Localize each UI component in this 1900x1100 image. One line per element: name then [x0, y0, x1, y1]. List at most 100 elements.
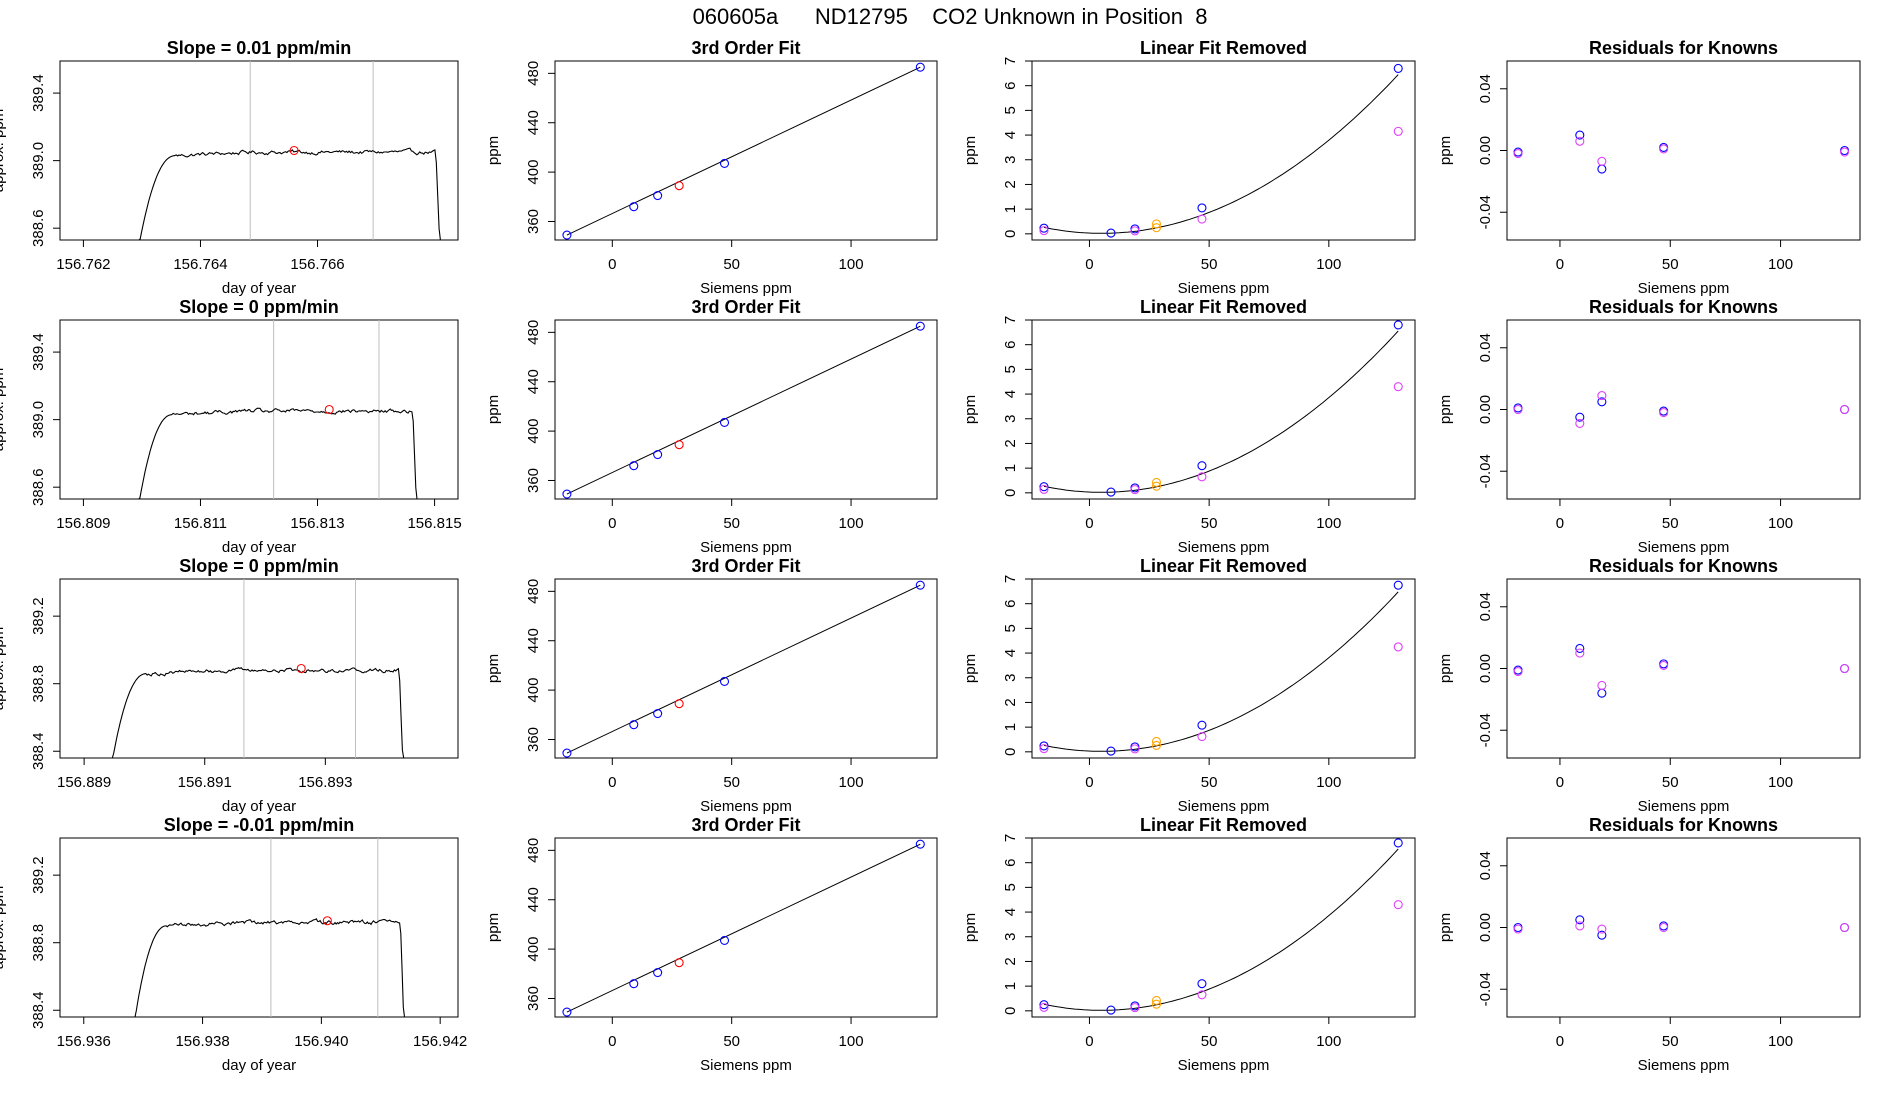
panel-title: 3rd Order Fit: [691, 38, 800, 58]
x-tick-label: 0: [1556, 515, 1564, 532]
panel-title: Slope = -0.01 ppm/min: [164, 815, 355, 835]
y-tick-label: 480: [525, 320, 542, 345]
data-point: [1197, 731, 1207, 742]
data-point: [1151, 477, 1162, 488]
data-point: [1840, 922, 1850, 933]
data-point: [1039, 226, 1049, 236]
panel-title: Slope = 0 ppm/min: [179, 556, 339, 576]
data-point: [1197, 203, 1207, 213]
data-point: [1151, 219, 1162, 229]
y-tick-label: 1: [1002, 205, 1019, 213]
data-point: [1659, 922, 1669, 933]
quadratic-fit-curve: [1043, 330, 1399, 493]
x-axis-label: day of year: [222, 798, 296, 815]
panel-r1c3: Residuals for Knowns Siemens ppm ppm 0 50 100…: [1437, 297, 1861, 556]
plot-frame: [1031, 837, 1416, 1018]
y-tick-label: 3: [1002, 415, 1019, 423]
panel-title: 3rd Order Fit: [691, 556, 800, 576]
plot-frame: [1031, 319, 1416, 500]
panel-title: Residuals for Knowns: [1589, 815, 1778, 835]
x-tick-label: 156.809: [56, 515, 110, 532]
data-point: [1597, 688, 1607, 698]
data-point: [1840, 147, 1850, 157]
y-axis-label: ppm: [1437, 136, 1454, 165]
y-tick-label: 388.6: [30, 468, 47, 506]
y-tick-label: -0.04: [1477, 454, 1494, 488]
panel-r3c0: Slope = -0.01 ppm/min day of year approx. …: [0, 815, 467, 1074]
data-point: [1393, 63, 1403, 73]
data-point: [1039, 744, 1049, 754]
data-point: [1597, 930, 1607, 940]
y-tick-label: 3: [1002, 674, 1019, 682]
y-tick-label: 389.4: [30, 74, 47, 112]
y-tick-label: 388.8: [30, 924, 47, 962]
approx-ppm-trace: [131, 918, 406, 1018]
x-tick-label: 50: [723, 515, 740, 532]
data-point: [1151, 999, 1162, 1009]
y-tick-label: 0.00: [1477, 913, 1494, 942]
data-point: [1393, 642, 1403, 652]
x-axis-label: Siemens ppm: [700, 539, 792, 556]
x-axis-label: Siemens ppm: [1638, 798, 1730, 815]
x-tick-label: 100: [839, 515, 864, 532]
data-point: [562, 230, 572, 240]
y-tick-label: 0.04: [1477, 851, 1494, 880]
data-point: [1039, 1000, 1049, 1010]
plot-frame: [554, 578, 938, 759]
data-point: [1197, 979, 1207, 989]
panel-r2c1: 3rd Order Fit Siemens ppm ppm 0 50 100 360 400 4…: [485, 556, 938, 815]
y-axis-label: approx. ppm: [0, 627, 7, 710]
y-tick-label: 360: [525, 468, 542, 493]
data-point: [1513, 924, 1523, 934]
y-tick-label: 0: [1002, 748, 1019, 756]
y-tick-label: 0: [1002, 1007, 1019, 1015]
y-tick-label: 389.2: [30, 597, 47, 635]
panel-title: Slope = 0 ppm/min: [179, 297, 339, 317]
data-point: [1513, 404, 1523, 415]
panel-title: Linear Fit Removed: [1140, 556, 1307, 576]
x-tick-label: 50: [1662, 515, 1679, 532]
data-point: [1106, 1005, 1116, 1015]
y-tick-label: 4: [1002, 390, 1019, 398]
y-tick-label: 6: [1002, 82, 1019, 90]
x-axis-label: Siemens ppm: [700, 1057, 792, 1074]
y-tick-label: 4: [1002, 131, 1019, 139]
y-tick-label: 388.4: [30, 732, 47, 770]
x-axis-label: Siemens ppm: [700, 798, 792, 815]
x-axis-label: Siemens ppm: [1638, 539, 1730, 556]
plot-frame: [1031, 578, 1416, 759]
plot-frame: [59, 837, 459, 1018]
data-point: [915, 580, 925, 590]
data-point: [653, 968, 663, 978]
x-tick-label: 0: [608, 515, 616, 532]
data-point: [1197, 214, 1207, 224]
x-tick-label: 0: [608, 774, 616, 791]
y-tick-label: 0.00: [1477, 395, 1494, 424]
data-point: [1597, 164, 1607, 174]
panel-r2c3: Residuals for Knowns Siemens ppm ppm 0 50 100…: [1437, 556, 1861, 815]
panel-r3c3: Residuals for Knowns Siemens ppm ppm 0 50 100…: [1437, 815, 1861, 1074]
y-tick-label: 388.4: [30, 991, 47, 1029]
y-tick-label: 389.0: [30, 142, 47, 180]
x-tick-label: 156.764: [173, 256, 227, 273]
y-tick-label: 440: [525, 369, 542, 394]
y-tick-label: 0.00: [1477, 136, 1494, 165]
y-axis-label: ppm: [485, 136, 502, 165]
y-axis-label: ppm: [962, 913, 979, 942]
data-point: [1106, 487, 1116, 497]
unknown-marker: [322, 916, 332, 926]
y-tick-label: 0.04: [1477, 592, 1494, 621]
y-tick-label: 1: [1002, 464, 1019, 472]
panel-r2c2: Linear Fit Removed Siemens ppm ppm 0 50 100 0 1…: [962, 556, 1416, 815]
x-axis-label: Siemens ppm: [1638, 280, 1730, 297]
x-tick-label: 100: [1768, 515, 1793, 532]
x-tick-label: 50: [1201, 1033, 1218, 1050]
fit-line: [566, 325, 921, 495]
y-tick-label: 360: [525, 986, 542, 1011]
x-tick-label: 100: [1316, 1033, 1341, 1050]
x-tick-label: 156.893: [298, 774, 352, 791]
y-tick-label: 480: [525, 838, 542, 863]
data-point: [1039, 223, 1049, 233]
data-point: [719, 676, 730, 687]
data-point: [915, 62, 925, 72]
